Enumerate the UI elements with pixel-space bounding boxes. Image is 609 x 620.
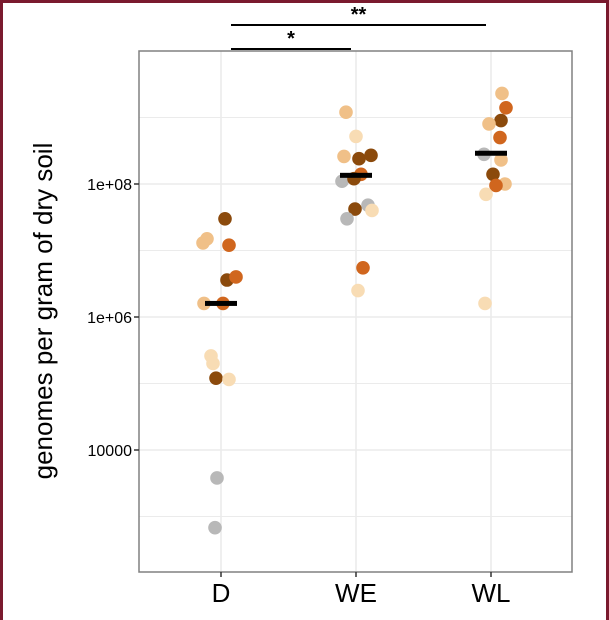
- data-point: [208, 520, 222, 535]
- x-tick-label: WL: [472, 578, 511, 608]
- x-tick-label: WE: [335, 578, 377, 608]
- data-point: [229, 270, 243, 284]
- data-point: [210, 471, 224, 485]
- data-point: [499, 100, 513, 115]
- data-point: [335, 174, 349, 189]
- data-point: [364, 148, 378, 163]
- data-point: [196, 236, 210, 250]
- y-tick-label: 10000: [88, 443, 133, 460]
- data-point: [351, 283, 365, 298]
- data-point: [479, 187, 493, 202]
- median-bar: [205, 300, 237, 306]
- data-point: [222, 238, 236, 253]
- data-point: [495, 86, 509, 101]
- median-bar: [475, 150, 507, 156]
- data-point: [486, 167, 500, 182]
- data-point: [337, 149, 351, 164]
- data-point: [340, 211, 354, 226]
- data-point: [209, 371, 223, 386]
- data-point: [489, 178, 503, 193]
- y-axis-title: genomes per gram of dry soil: [28, 143, 58, 480]
- median-layer: [205, 150, 507, 306]
- data-point: [494, 153, 508, 167]
- significance-label: *: [287, 28, 295, 50]
- median-bar: [340, 172, 372, 178]
- data-point: [356, 260, 370, 275]
- x-tick-label: D: [212, 578, 231, 608]
- points-layer: [196, 86, 513, 535]
- data-point: [478, 296, 492, 311]
- data-point: [339, 105, 353, 120]
- data-point: [218, 211, 232, 226]
- grid-layer: [139, 51, 572, 572]
- y-tick-label: 1e+06: [87, 310, 132, 327]
- data-point: [222, 372, 236, 387]
- data-point: [349, 129, 363, 144]
- data-point: [493, 130, 507, 145]
- data-point: [494, 113, 508, 128]
- data-point: [348, 202, 362, 216]
- data-point: [206, 356, 220, 371]
- data-point: [482, 117, 496, 131]
- axis-layer: 10000 1e+06 1e+08 D WE WL: [87, 177, 510, 608]
- data-point: [365, 203, 379, 218]
- significance-layer: ***: [231, 4, 486, 50]
- significance-label: **: [351, 4, 367, 26]
- data-point: [352, 151, 366, 166]
- y-tick-label: 1e+08: [87, 177, 132, 194]
- data-point: [197, 296, 211, 311]
